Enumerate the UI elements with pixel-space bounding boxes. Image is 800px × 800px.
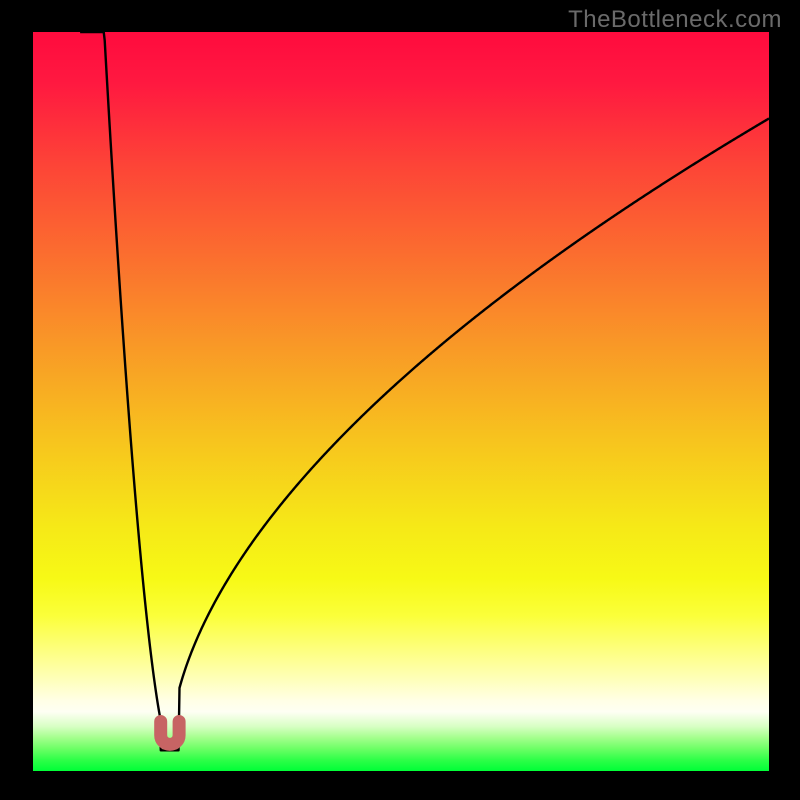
- figure-container: TheBottleneck.com: [0, 0, 800, 800]
- watermark-text: TheBottleneck.com: [568, 6, 782, 34]
- gradient-plot-area: [33, 32, 769, 771]
- plot-svg: [0, 0, 800, 800]
